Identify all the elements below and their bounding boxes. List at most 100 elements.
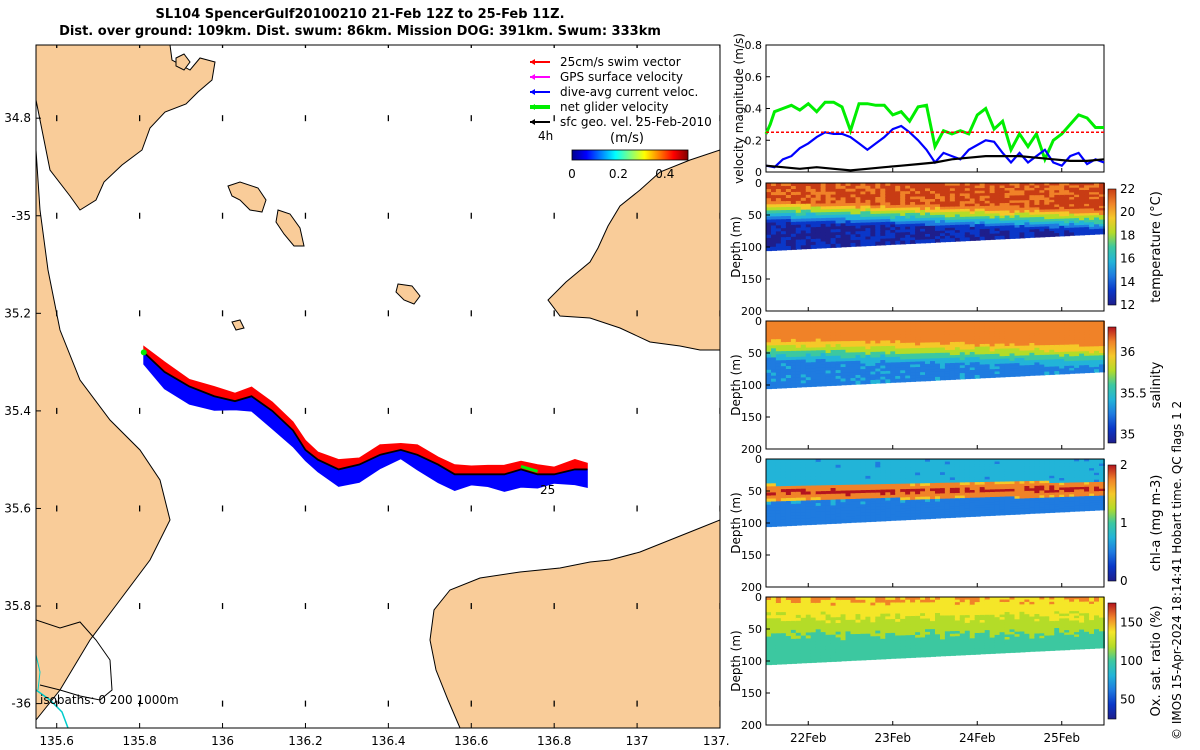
salinity-cell (845, 375, 852, 380)
chla-cell (1009, 471, 1016, 476)
salinity-cell (994, 338, 1001, 343)
temperature-cell (1014, 225, 1021, 229)
salinity-cell (810, 321, 817, 325)
salinity-cell (1064, 330, 1071, 334)
temperature-cell (1044, 214, 1051, 218)
temperature-cell (810, 233, 817, 238)
chla-cell (1039, 471, 1046, 475)
salinity-cell (1039, 354, 1046, 359)
temperature-cell (771, 243, 777, 248)
temperature-cell (959, 216, 966, 221)
salinity-cell (1044, 330, 1051, 335)
temperature-cell (1019, 215, 1026, 219)
chla-cell (1094, 491, 1100, 495)
temperature-cell (1064, 204, 1071, 208)
temperature-cell (810, 194, 817, 199)
salinity-cell (810, 368, 817, 373)
chla-cell (905, 499, 912, 504)
chla-cell (935, 488, 941, 492)
chla-cell (850, 516, 857, 520)
temperature-cell (1094, 194, 1100, 198)
temperature-cell (800, 245, 807, 250)
chla-cell (870, 478, 877, 483)
salinity-cell (1049, 364, 1056, 368)
salinity-cell (795, 371, 802, 376)
temperature-cell (1054, 197, 1061, 201)
chla-cell (900, 472, 907, 477)
temperature-cell (870, 188, 877, 193)
salinity-cell (1039, 352, 1046, 356)
salinity-cell (895, 332, 902, 336)
salinity-cell (1034, 323, 1041, 327)
chla-cell (940, 466, 946, 471)
temperature-cell (925, 188, 931, 193)
temperature-cell (1099, 203, 1105, 207)
chla-cell (835, 487, 842, 492)
chla-cell (954, 500, 961, 505)
temperature-cell (785, 216, 792, 221)
oxygen-cell (766, 618, 772, 623)
salinity-cell (771, 342, 777, 347)
chla-cell (865, 484, 872, 489)
salinity-cell (805, 324, 812, 328)
oxygen-cell (785, 657, 792, 662)
salinity-cell (900, 323, 907, 328)
temperature-cell (1009, 190, 1016, 195)
salinity-cell (1099, 330, 1105, 334)
chla-cell (780, 459, 787, 464)
temperature-cell (875, 230, 882, 235)
chla-cell (890, 503, 897, 507)
chla-cell (959, 498, 966, 502)
temperature-cell (785, 207, 792, 212)
temperature-cell (930, 217, 936, 222)
temperature-cell (855, 188, 862, 193)
salinity-cell (810, 377, 817, 381)
oxygen-cell (815, 599, 822, 604)
oxygen-cell (785, 600, 792, 605)
temperature-cell (1064, 227, 1071, 232)
salinity-cell (959, 334, 966, 338)
salinity-cell (1019, 333, 1026, 337)
chla-cell (815, 500, 822, 505)
temperature-cell (810, 197, 817, 202)
chla-cell (1069, 475, 1076, 479)
chla-cell (905, 472, 912, 477)
temperature-cell (840, 183, 847, 187)
chla-cell (915, 510, 922, 515)
salinity-cell (959, 339, 966, 343)
chla-cell (800, 482, 807, 487)
temperature-cell (1019, 197, 1026, 202)
temperature-cell (830, 194, 837, 199)
chla-cell (915, 494, 922, 498)
salinity-cell (1059, 337, 1066, 342)
temperature-cell (830, 226, 837, 231)
salinity-cell (979, 351, 986, 356)
salinity-cell (830, 367, 837, 372)
salinity-cell (905, 353, 912, 358)
salinity-cell (820, 367, 827, 372)
salinity-cell (805, 362, 812, 367)
chla-cell (800, 473, 807, 478)
temperature-cell (905, 207, 912, 212)
salinity-cell (949, 342, 956, 346)
salinity-cell (989, 341, 996, 345)
chla-cell (775, 483, 782, 488)
temperature-cell (1014, 207, 1021, 212)
salinity-cell (999, 323, 1006, 328)
chla-cell (954, 466, 961, 471)
salinity-cell (895, 362, 902, 367)
chla-cell (1059, 480, 1066, 484)
temperature-cell (1004, 225, 1011, 230)
temperature-cell (771, 216, 777, 221)
salinity-cell (850, 343, 857, 348)
temperature-cell (984, 226, 991, 230)
chla-cell (920, 475, 927, 479)
temperature-cell (979, 195, 986, 200)
salinity-cell (1034, 352, 1041, 357)
chla-cell (1034, 505, 1041, 509)
chla-cell (994, 491, 1001, 496)
salinity-cell (840, 332, 847, 337)
chla-cell (1054, 470, 1061, 475)
chla-cell (795, 506, 802, 511)
chla-cell (820, 476, 827, 481)
